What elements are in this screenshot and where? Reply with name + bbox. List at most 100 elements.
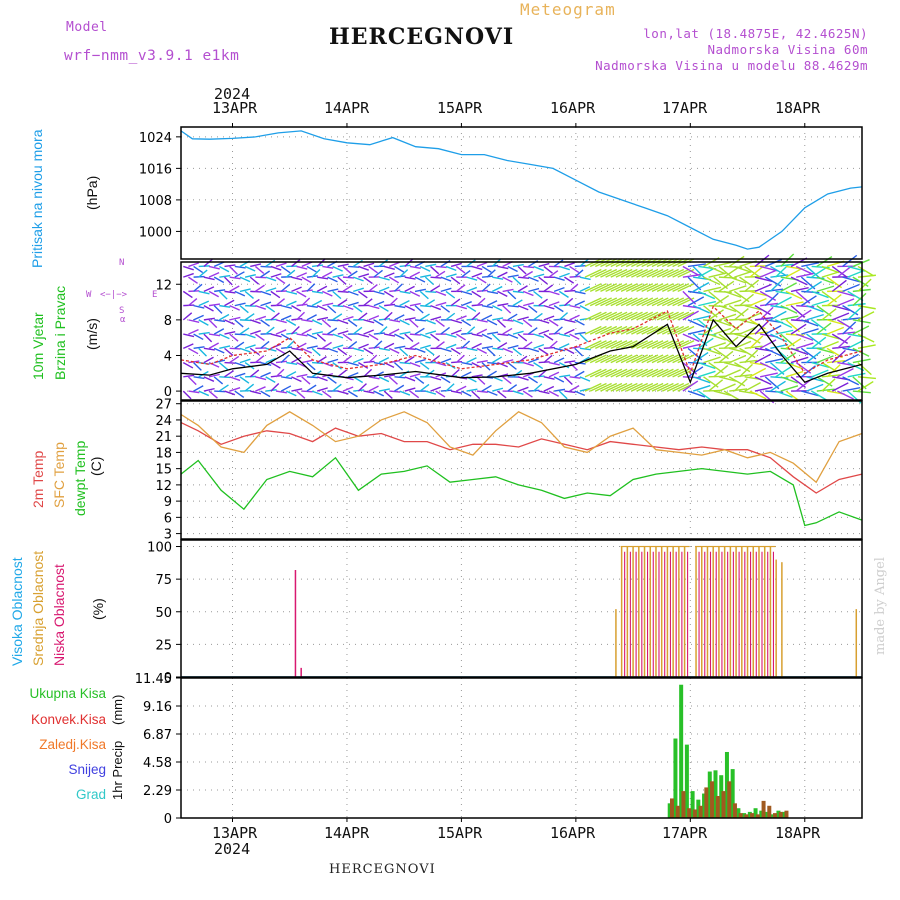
wind-arrow [837, 390, 854, 400]
wind-arrow [342, 265, 352, 275]
wind-arrow [275, 368, 285, 378]
y-tick-label: 0 [164, 671, 172, 686]
wind-arrow [435, 319, 445, 328]
wind-arrow [455, 333, 466, 341]
wind-arrow [744, 279, 760, 292]
wind-arrow [728, 376, 746, 387]
precip-conv-bar [784, 810, 789, 818]
wind-arrow [523, 265, 535, 269]
wind-arrow [188, 319, 200, 324]
wind-arrow [492, 276, 504, 280]
wind-arrow [466, 305, 477, 313]
wind-arrow [466, 357, 477, 364]
wind-arrow [399, 269, 409, 278]
wind-arrow [430, 333, 440, 342]
wind-arrow [486, 347, 496, 357]
wind-arrow [219, 345, 231, 350]
wind-arrow [806, 304, 824, 313]
wind-arrow [718, 265, 734, 279]
wind-arrow [574, 319, 585, 326]
wind-arrow [687, 263, 706, 268]
wind-arrow [625, 382, 643, 392]
y-tick-label: 15 [155, 463, 172, 478]
wind-arrow [512, 330, 524, 335]
wind-arrow [625, 268, 643, 278]
wind-arrow [182, 290, 193, 299]
wind-arrow [795, 265, 813, 275]
wind-arrow [765, 258, 783, 268]
precip-conv-bar [773, 813, 778, 818]
wind-arrow [605, 382, 623, 392]
wind-arrow [646, 311, 664, 321]
wind-arrow [523, 302, 535, 307]
wind-arrow [625, 368, 643, 378]
wind-arrow [476, 261, 488, 268]
wind-arrow [280, 314, 292, 321]
wind-arrow [445, 312, 456, 321]
wind-arrow [600, 268, 618, 278]
wind-arrow [667, 268, 685, 278]
wind-arrow [363, 276, 373, 285]
wind-arrow [404, 317, 416, 321]
precip-total-bar [702, 793, 707, 818]
wind-compass-west: W [86, 290, 92, 300]
wind-arrow [600, 283, 618, 293]
wind-arrow [182, 361, 194, 369]
wind-arrow [620, 311, 638, 321]
wind-arrow [182, 312, 193, 321]
wind-arrow [183, 374, 195, 378]
wind-arrow [656, 368, 674, 378]
wind-arrow [620, 354, 638, 364]
wind-arrow [440, 287, 452, 293]
wind-arrow [290, 325, 300, 335]
wind-arrow [641, 297, 659, 307]
wind-arrow [476, 347, 487, 354]
wind-arrow [584, 283, 602, 293]
wind-arrow [497, 265, 509, 270]
wind-arrow [517, 304, 529, 311]
precip-total-bar [673, 738, 678, 818]
wind-arrow [203, 347, 215, 351]
wind-arrow [729, 318, 748, 321]
wind-arrow [775, 296, 792, 307]
wind-arrow [651, 368, 669, 378]
wind-arrow [708, 309, 724, 321]
wind-arrow [507, 344, 519, 350]
panel-frame [180, 539, 863, 678]
wind-arrow [491, 258, 501, 267]
wind-arrow [641, 283, 659, 293]
wind-arrow [424, 299, 436, 307]
wind-arrow [517, 276, 530, 279]
wind-arrow [358, 265, 369, 271]
wind-arrow [605, 283, 623, 293]
y-tick-label: 27 [155, 398, 172, 413]
day-label-top: 18APR [775, 99, 821, 117]
wind-arrow [522, 290, 534, 297]
wind-arrow [435, 390, 446, 398]
wind-arrow [517, 316, 529, 321]
wind-arrow [270, 333, 282, 338]
wind-arrow [275, 262, 287, 268]
wind-arrow [564, 319, 576, 323]
wind-arrow [625, 311, 643, 321]
wind-arrow [543, 265, 553, 274]
wind-arrow [286, 361, 298, 366]
wind-arrow [352, 357, 364, 364]
wind-arrow [589, 340, 607, 349]
wind-arrow [203, 258, 213, 267]
wind-arrow [466, 259, 476, 268]
wind-arrow [193, 304, 205, 309]
wind-arrow [393, 362, 404, 371]
wind-arrow [661, 368, 679, 378]
wind-arrow [492, 285, 503, 293]
wind-arrow [677, 311, 695, 321]
wind-arrow [301, 376, 311, 385]
wind-arrow [656, 297, 674, 307]
y-tick-label: 12 [155, 479, 172, 494]
wind-arrow [188, 262, 200, 268]
wind-arrow [476, 390, 488, 393]
wind-arrow [270, 343, 282, 350]
wind-arrow [615, 368, 633, 378]
wind-arrow [620, 325, 638, 335]
wind-arrow [384, 374, 396, 378]
